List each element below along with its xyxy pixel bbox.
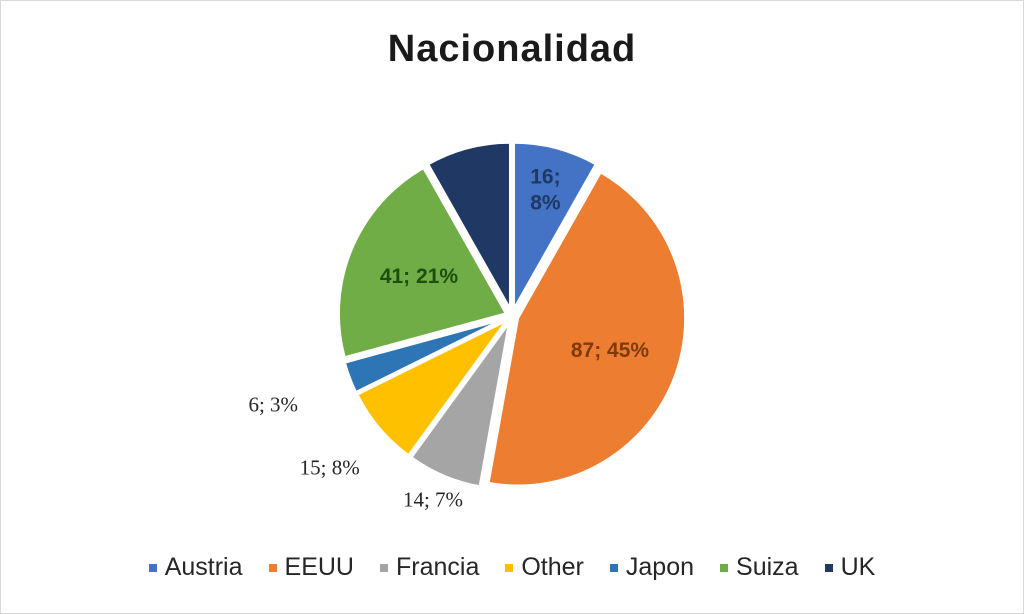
legend-swatch [148, 563, 157, 572]
legend-item-austria: Austria [148, 553, 243, 582]
legend-item-uk: UK [824, 553, 876, 582]
legend-label: Suiza [736, 553, 799, 581]
data-label-other: 15; 8% [300, 456, 360, 480]
chart-title: Nacionalidad [387, 28, 637, 70]
pie-slice-austria [512, 140, 599, 316]
legend-label: EEUU [284, 553, 354, 581]
pie-slice-uk [425, 140, 512, 316]
data-label-francia: 14; 7% [403, 487, 463, 511]
chart-legend: Austria EEUU Francia Other Japon Suiza UK [0, 553, 1024, 582]
pie-slices [336, 140, 688, 489]
legend-item-suiza: Suiza [720, 553, 799, 582]
legend-swatch [609, 563, 618, 572]
legend-item-francia: Francia [379, 553, 480, 582]
pie-slice-other [354, 318, 509, 458]
legend-label: UK [840, 553, 876, 581]
pie-slice-japon [342, 316, 508, 395]
legend-swatch [824, 563, 833, 572]
legend-swatch [505, 563, 514, 572]
legend-label: Austria [164, 553, 243, 581]
data-label-austria: 16; 8% [530, 165, 561, 214]
legend-swatch [720, 563, 729, 572]
pie-slice-suiza [336, 165, 509, 360]
data-label-suiza: 41; 21% [380, 265, 459, 288]
legend-swatch [268, 563, 277, 572]
data-label-eeuu: 87; 45% [571, 339, 650, 362]
legend-label: Japon [625, 553, 695, 581]
pie-slice-francia [408, 320, 512, 489]
pie-slice-eeuu [486, 169, 688, 488]
legend-label: Other [521, 553, 584, 581]
legend-item-eeuu: EEUU [268, 553, 354, 582]
legend-item-other: Other [505, 553, 584, 582]
pie-data-labels: 16; 8% 87; 45% 14; 7% 15; 8% 6; 3% 41; 21% [248, 165, 649, 511]
legend-item-japon: Japon [609, 553, 695, 582]
legend-label: Francia [395, 553, 480, 581]
legend-swatch [379, 563, 388, 572]
data-label-japon: 6; 3% [248, 392, 298, 416]
